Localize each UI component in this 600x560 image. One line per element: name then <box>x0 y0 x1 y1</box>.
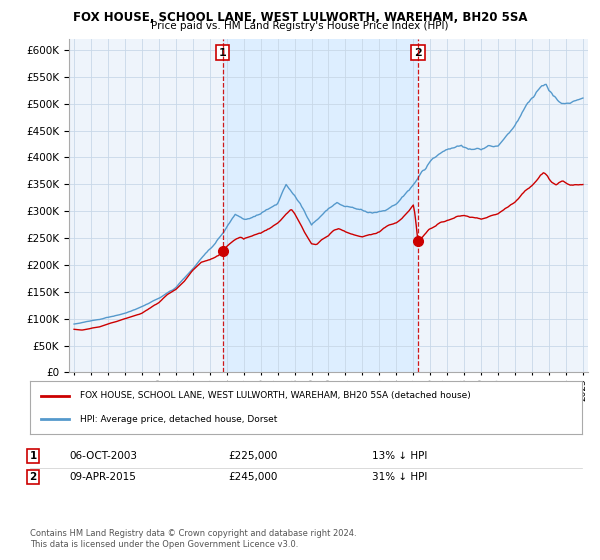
Text: 31% ↓ HPI: 31% ↓ HPI <box>372 472 427 482</box>
Bar <box>223 39 418 372</box>
Text: FOX HOUSE, SCHOOL LANE, WEST LULWORTH, WAREHAM, BH20 5SA (detached house): FOX HOUSE, SCHOOL LANE, WEST LULWORTH, W… <box>80 391 470 400</box>
Text: 13% ↓ HPI: 13% ↓ HPI <box>372 451 427 461</box>
Text: 2: 2 <box>29 472 37 482</box>
Text: 06-OCT-2003: 06-OCT-2003 <box>69 451 137 461</box>
Text: Price paid vs. HM Land Registry's House Price Index (HPI): Price paid vs. HM Land Registry's House … <box>151 21 449 31</box>
Text: 1: 1 <box>29 451 37 461</box>
Text: 09-APR-2015: 09-APR-2015 <box>69 472 136 482</box>
Text: HPI: Average price, detached house, Dorset: HPI: Average price, detached house, Dors… <box>80 414 277 423</box>
Text: FOX HOUSE, SCHOOL LANE, WEST LULWORTH, WAREHAM, BH20 5SA: FOX HOUSE, SCHOOL LANE, WEST LULWORTH, W… <box>73 11 527 24</box>
Text: 1: 1 <box>219 48 227 58</box>
Text: 2: 2 <box>414 48 422 58</box>
Text: £245,000: £245,000 <box>228 472 277 482</box>
Text: £225,000: £225,000 <box>228 451 277 461</box>
Text: Contains HM Land Registry data © Crown copyright and database right 2024.
This d: Contains HM Land Registry data © Crown c… <box>30 529 356 549</box>
